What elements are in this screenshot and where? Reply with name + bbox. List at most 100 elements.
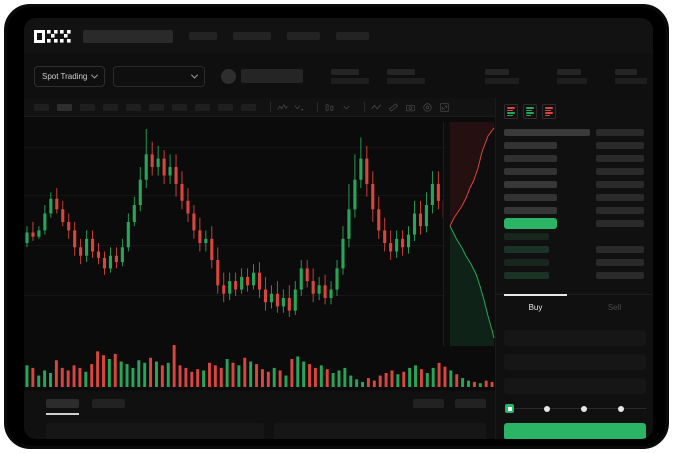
orderbook-row-size — [596, 220, 644, 227]
step-active[interactable] — [505, 404, 514, 413]
bottom-panel — [24, 391, 495, 439]
market-type-label: Spot Trading — [42, 71, 88, 81]
orderbook-row-price — [504, 259, 549, 266]
market-header: Spot Trading — [24, 54, 653, 98]
indicator-icon[interactable] — [277, 102, 288, 113]
orderbook-row[interactable] — [496, 152, 653, 165]
logo-x-icon — [60, 29, 71, 43]
orderbook-row-size — [596, 129, 644, 136]
candles-icon[interactable] — [324, 102, 335, 113]
orderbook-row[interactable] — [496, 178, 653, 191]
bottom-content-right — [274, 423, 486, 439]
orderbook-row[interactable] — [496, 126, 653, 139]
tab-sell[interactable]: Sell — [575, 295, 653, 320]
nav-item-1[interactable] — [189, 32, 217, 40]
nav-item-4[interactable] — [336, 32, 369, 40]
orderbook-rows[interactable] — [496, 126, 653, 282]
fullscreen-icon[interactable] — [439, 102, 450, 113]
order-field-price[interactable] — [504, 330, 646, 346]
orderbook-row-size — [596, 142, 644, 149]
timeframe-option-1[interactable] — [34, 103, 49, 111]
step-dot-3[interactable] — [581, 405, 587, 412]
line-chart-icon[interactable] — [371, 102, 382, 113]
orderbook-mode-bids[interactable] — [523, 104, 537, 119]
camera-icon[interactable] — [405, 102, 416, 113]
ruler-icon[interactable] — [388, 102, 399, 113]
compare-icon[interactable] — [294, 102, 305, 113]
settings-icon[interactable] — [422, 102, 433, 113]
chevron-down-icon — [191, 71, 199, 79]
orderbook-row[interactable] — [496, 139, 653, 152]
divider — [270, 102, 271, 112]
chevron-down-icon[interactable] — [341, 102, 352, 113]
market-type-dropdown[interactable]: Spot Trading — [34, 65, 106, 87]
tab-buy[interactable]: Buy — [496, 294, 575, 320]
trade-form-tabs: Buy Sell — [496, 294, 653, 320]
depth-chart-overlay[interactable] — [443, 122, 495, 346]
timeframe-option-2[interactable] — [57, 103, 72, 111]
step-indicator — [496, 401, 653, 417]
depth-curve — [449, 122, 495, 346]
stat-low — [557, 68, 588, 84]
orderbook-row-price — [504, 155, 557, 162]
timeframe-option-6[interactable] — [149, 103, 164, 111]
orderbook-row-price — [504, 207, 557, 214]
orderbook-row-size — [596, 155, 644, 162]
search-input[interactable] — [83, 29, 173, 43]
bottom-action-1[interactable] — [413, 399, 444, 408]
orderbook-mode-asks[interactable] — [542, 104, 556, 119]
orderbook-mode-group — [496, 98, 653, 119]
timeframe-group — [34, 103, 264, 111]
orderbook-row[interactable] — [496, 256, 653, 269]
orderbook-row-size — [596, 259, 644, 266]
orderbook-row[interactable] — [496, 269, 653, 282]
price-chart-panel[interactable] — [24, 117, 495, 391]
stat-change — [387, 68, 426, 84]
timeframe-option-10[interactable] — [241, 103, 256, 111]
orderbook-mode-both[interactable] — [504, 104, 518, 119]
orderbook-row[interactable] — [496, 191, 653, 204]
bottom-tab-positions[interactable] — [92, 399, 125, 408]
orderbook-row[interactable] — [496, 165, 653, 178]
orderbook-row[interactable] — [496, 243, 653, 256]
pair-name-label — [241, 69, 304, 83]
orderbook-row-price — [504, 194, 557, 201]
timeframe-option-8[interactable] — [195, 103, 210, 111]
order-panel: Buy Sell — [495, 98, 653, 439]
timeframe-option-4[interactable] — [103, 103, 118, 111]
active-tab-indicator — [504, 294, 567, 296]
gridline — [24, 147, 495, 148]
bottom-content-left — [46, 423, 264, 439]
logo-k-icon — [47, 29, 58, 43]
orderbook-row-price — [504, 246, 549, 253]
timeframe-option-9[interactable] — [218, 103, 233, 111]
okx-logo[interactable] — [34, 29, 71, 43]
nav-item-2[interactable] — [233, 32, 271, 40]
step-dot-2[interactable] — [544, 405, 550, 412]
orderbook-row-price — [504, 233, 549, 240]
timeframe-option-5[interactable] — [126, 103, 141, 111]
divider — [364, 102, 365, 112]
orderbook-row-size — [596, 207, 644, 214]
orderbook-row-price — [504, 272, 549, 279]
timeframe-option-7[interactable] — [172, 103, 187, 111]
bottom-tab-orders[interactable] — [46, 399, 79, 408]
avatar — [221, 68, 237, 84]
submit-order-button[interactable] — [504, 423, 646, 439]
orderbook-row[interactable] — [496, 230, 653, 243]
nav-item-3[interactable] — [287, 32, 320, 40]
step-dot-4[interactable] — [618, 405, 624, 412]
bottom-action-2[interactable] — [455, 399, 486, 408]
trading-pair-dropdown[interactable] — [113, 65, 206, 87]
timeframe-option-3[interactable] — [80, 103, 95, 111]
orderbook-row-highlight — [504, 218, 557, 229]
orderbook-row[interactable] — [496, 204, 653, 217]
orderbook-row[interactable] — [496, 217, 653, 230]
candlestick-series — [25, 129, 494, 317]
gridline — [24, 195, 495, 196]
active-tab-indicator — [46, 413, 79, 415]
order-field-amount[interactable] — [504, 354, 646, 370]
orderbook-row-price — [504, 142, 557, 149]
order-field-total[interactable] — [504, 378, 646, 394]
orderbook-row-price — [504, 181, 557, 188]
